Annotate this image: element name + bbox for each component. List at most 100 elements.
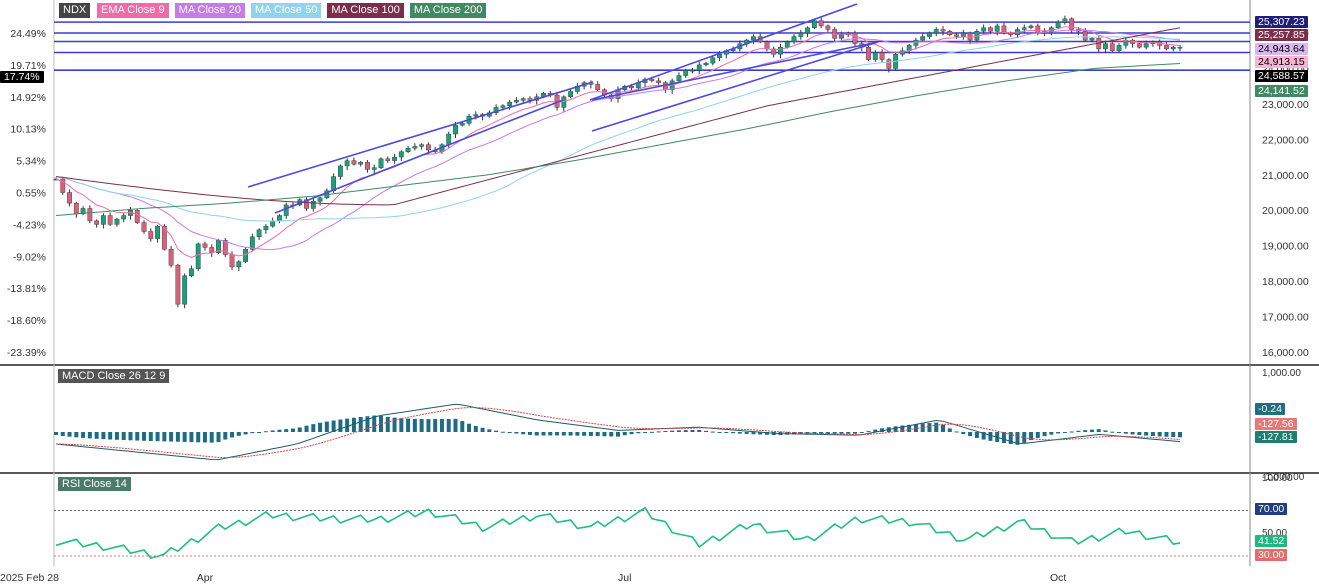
rsi-pane-label[interactable]: RSI Close 14 [58,477,131,491]
candle [507,101,513,106]
candle [270,220,276,227]
candle [161,225,167,250]
candle [202,243,208,248]
macd-histogram-bar [1083,430,1088,432]
macd-histogram-bar [243,432,248,435]
macd-histogram-bar [595,432,600,437]
candle [988,27,993,32]
macd-line [55,403,1181,461]
macd-histogram-bar [189,432,194,443]
macd-histogram-bar [270,430,275,432]
macd-histogram-bar [954,431,959,433]
macd-histogram-bar [1157,432,1162,437]
macd-histogram-bar [737,432,742,434]
candle [310,201,316,209]
candle [839,34,844,39]
candle [1001,25,1007,34]
candle [866,46,871,60]
macd-histogram-bar [155,432,160,442]
macd-histogram-bar [866,431,871,433]
macd-histogram-bar [169,432,174,442]
candle [426,144,431,151]
price-tick-label: 21,000.00 [1262,170,1309,182]
macd-histogram-bar [744,432,749,434]
price-tick-label: 17,000.00 [1262,312,1309,324]
candle [114,218,120,225]
macd-histogram-bar [859,432,864,433]
symbol-label[interactable]: NDX [59,3,91,18]
legend-item[interactable]: EMA Close 9 [97,3,169,18]
macd-histogram-bar [988,432,993,441]
macd-histogram-bar [1008,432,1013,444]
macd-histogram-bar [825,432,830,434]
legend-item[interactable]: MA Close 100 [327,3,404,18]
macd-histogram-bar [182,432,187,442]
macd-histogram-bar [439,419,444,432]
candle [195,243,201,269]
price-tick-label: 23,000.00 [1262,99,1309,111]
macd-histogram-bar [1130,432,1135,435]
macd-histogram-bar [1042,432,1047,437]
candle [629,85,634,89]
candle [148,231,154,239]
macd-histogram-bar [318,422,323,432]
candle [1035,25,1041,34]
macd-histogram-bar [852,432,857,434]
candle [1143,43,1149,48]
candle [134,210,140,223]
macd-value-tag: -0.24 [1255,403,1285,415]
macd-histogram-bar [196,432,201,443]
candle [1109,43,1115,51]
macd-histogram-bar [1164,432,1169,437]
candle [216,240,221,253]
macd-histogram-bar [561,432,566,436]
macd-histogram-bar [602,432,607,437]
macd-histogram-bar [974,432,979,438]
candle [527,98,533,101]
macd-histogram-bar [839,432,844,434]
macd-histogram-bar [1029,432,1034,441]
macd-histogram-bar [230,432,235,438]
macd-histogram-bar [392,417,397,432]
macd-histogram-bar [582,432,587,436]
candle [703,62,709,66]
candle [249,236,255,250]
macd-pane-label[interactable]: MACD Close 26 12 9 [58,369,170,383]
macd-histogram-bar [1089,429,1094,432]
macd-histogram-bar [209,432,214,443]
macd-histogram-bar [460,421,465,432]
candle [710,57,716,64]
macd-histogram-bar [961,432,966,435]
macd-histogram-bar [1178,432,1182,438]
macd-histogram-bar [480,427,485,432]
price-tag: 25,257.85 [1255,29,1308,41]
candle [784,41,790,48]
legend-item[interactable]: MA Close 200 [409,3,487,18]
legend-item[interactable]: MA Close 50 [250,3,322,18]
candle [920,36,926,41]
macd-histogram-bar [399,418,404,432]
candle [398,151,404,158]
candle [954,34,959,37]
candle [175,264,181,305]
candle [1055,22,1061,28]
macd-histogram-bar [284,429,289,432]
macd-histogram-bar [81,432,86,438]
percent-tick-label: 0.55% [16,188,46,200]
legend-item[interactable]: MA Close 20 [174,3,245,18]
macd-histogram-bar [764,432,769,435]
candle [365,162,370,170]
candle [960,32,966,37]
candle [1170,46,1176,50]
macd-histogram-bar [101,432,106,440]
macd-histogram-bar [1117,432,1122,433]
macd-histogram-bar [568,432,573,436]
macd-histogram-bar [609,432,614,437]
candle [459,123,465,126]
macd-histogram-bar [1150,432,1155,436]
ma50-line [55,36,1181,222]
candle [277,215,282,222]
macd-histogram-bar [87,432,92,439]
x-axis-label: Oct [1050,572,1066,584]
